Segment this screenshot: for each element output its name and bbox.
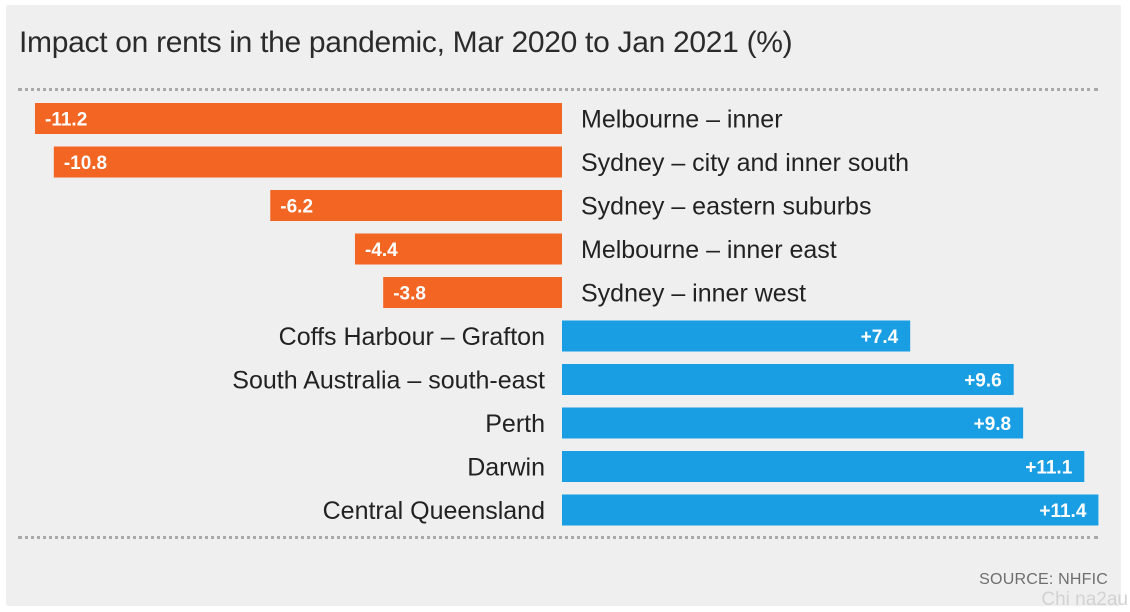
- value-label-melbourne-inner: -11.2: [45, 110, 87, 131]
- watermark: Chi na2au: [1041, 589, 1128, 610]
- value-label-coffs-harbour-grafton: +7.4: [861, 327, 899, 348]
- bar-sydney-inner-west: [383, 277, 562, 308]
- category-label-coffs-harbour-grafton: Coffs Harbour – Grafton: [279, 323, 545, 351]
- bar-sydney-eastern-suburbs: [270, 190, 562, 221]
- value-label-sydney-eastern-suburbs: -6.2: [280, 197, 313, 218]
- chart-title: Impact on rents in the pandemic, Mar 202…: [19, 26, 793, 59]
- category-label-perth: Perth: [485, 410, 545, 438]
- value-label-south-australia-south-east: +9.6: [964, 371, 1002, 392]
- bottom-dotted-rule: [18, 536, 1098, 539]
- value-label-darwin: +11.1: [1025, 458, 1072, 479]
- bar-coffs-harbour-grafton: [562, 320, 911, 352]
- value-label-central-queensland: +11.4: [1039, 501, 1086, 522]
- value-label-sydney-inner-west: -3.8: [393, 284, 426, 305]
- bar-darwin: [562, 451, 1085, 482]
- bar-sydney-city-and-inner-south: [53, 146, 562, 178]
- value-label-perth: +9.8: [974, 414, 1012, 435]
- bar-melbourne-inner: [35, 103, 562, 134]
- category-label-melbourne-inner-east: Melbourne – inner east: [581, 236, 837, 264]
- category-label-sydney-inner-west: Sydney – inner west: [581, 280, 806, 308]
- top-dotted-rule: [18, 88, 1098, 91]
- category-label-darwin: Darwin: [467, 454, 545, 482]
- bar-central-queensland: [562, 494, 1099, 526]
- source-note: SOURCE: NHFIC: [979, 571, 1108, 588]
- bar-south-australia-south-east: [562, 364, 1014, 395]
- bar-melbourne-inner-east: [354, 233, 562, 265]
- bar-perth: [562, 407, 1024, 439]
- category-label-melbourne-inner: Melbourne – inner: [581, 106, 783, 134]
- category-label-sydney-eastern-suburbs: Sydney – eastern suburbs: [581, 193, 871, 221]
- value-label-sydney-city-and-inner-south: -10.8: [64, 153, 107, 174]
- value-label-melbourne-inner-east: -4.4: [365, 240, 398, 261]
- category-label-south-australia-south-east: South Australia – south-east: [232, 367, 545, 395]
- category-label-central-queensland: Central Queensland: [323, 497, 545, 525]
- category-label-sydney-city-and-inner-south: Sydney – city and inner south: [581, 149, 909, 177]
